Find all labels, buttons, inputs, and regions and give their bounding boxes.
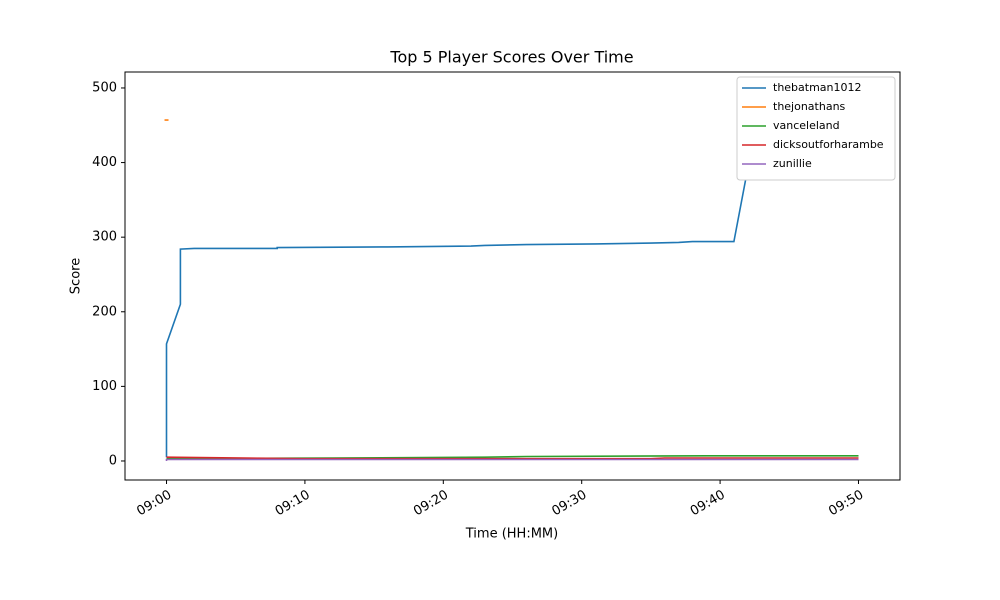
x-tick-label: 09:40 <box>688 488 728 520</box>
legend-label: zunillie <box>773 157 812 170</box>
x-tick-label: 09:10 <box>273 488 313 520</box>
legend-label: dicksoutforharambe <box>773 138 884 151</box>
y-axis-label: Score <box>69 258 84 294</box>
x-tick-label: 09:30 <box>549 488 589 520</box>
plot-frame <box>124 71 901 481</box>
x-tick-label: 09:00 <box>134 488 174 520</box>
legend-label: vanceleland <box>773 119 840 132</box>
x-axis-label: Time (HH:MM) <box>465 527 558 542</box>
y-tick-label: 0 <box>109 453 117 468</box>
x-tick-label: 09:20 <box>411 488 451 520</box>
legend-box <box>736 76 896 181</box>
legend: thebatman1012 thejonathans vanceleland dick… <box>736 76 896 181</box>
legend-label: thebatman1012 <box>773 81 862 94</box>
y-tick-label: 300 <box>92 230 117 245</box>
plot <box>164 95 859 461</box>
y-tick-label: 200 <box>92 304 117 319</box>
y-tick-label: 500 <box>92 80 117 95</box>
x-tick-label: 09:50 <box>826 488 866 520</box>
legend-label: thejonathans <box>773 100 846 113</box>
line-series <box>165 458 859 461</box>
y-tick-label: 100 <box>92 379 117 394</box>
chart-title: Top 5 Player Scores Over Time <box>389 48 633 67</box>
line-series <box>165 95 763 458</box>
y-tick-label: 400 <box>92 155 117 170</box>
